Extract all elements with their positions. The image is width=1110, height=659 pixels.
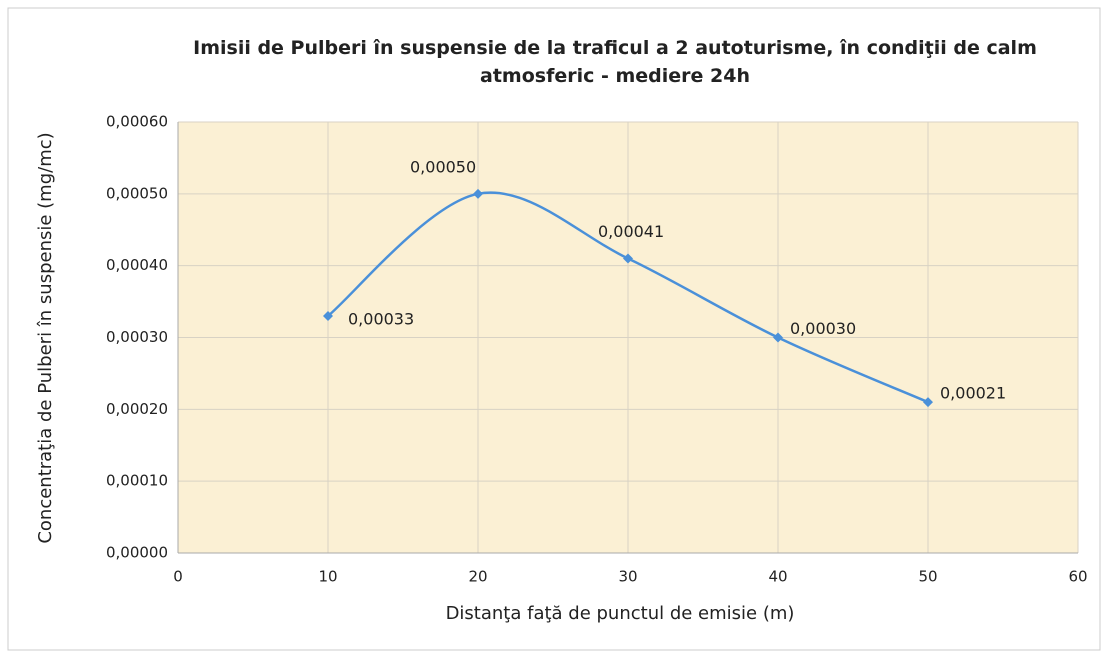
x-tick-label: 40 xyxy=(768,568,787,586)
chart-title: Imisii de Pulberi în suspensie de la tra… xyxy=(193,37,1037,87)
y-tick-label: 0,00030 xyxy=(106,328,168,346)
y-tick-label: 0,00010 xyxy=(106,472,168,490)
data-label: 0,00033 xyxy=(348,309,414,328)
data-label: 0,00050 xyxy=(410,157,476,176)
data-label: 0,00041 xyxy=(598,222,664,241)
y-tick-label: 0,00020 xyxy=(106,400,168,418)
point-marker xyxy=(773,332,783,343)
y-tick-label: 0,00000 xyxy=(106,544,168,562)
x-tick-label: 30 xyxy=(618,568,637,586)
point-marker xyxy=(473,188,483,199)
y-axis-label: Concentraţia de Pulberi în suspensie (mg… xyxy=(35,132,56,543)
y-tick-label: 0,00040 xyxy=(106,256,168,274)
data-label: 0,00030 xyxy=(790,319,856,338)
x-tick-label: 50 xyxy=(918,568,937,586)
x-tick-label: 0 xyxy=(173,568,183,586)
x-tick-label: 10 xyxy=(318,568,337,586)
data-label: 0,00021 xyxy=(940,384,1006,403)
x-tick-label: 60 xyxy=(1068,568,1087,586)
y-tick-label: 0,00060 xyxy=(106,113,168,131)
point-marker xyxy=(923,397,933,408)
y-tick-label: 0,00050 xyxy=(106,184,168,202)
point-marker xyxy=(623,253,633,264)
x-tick-label: 20 xyxy=(468,568,487,586)
x-axis-label: Distanţa faţă de punctul de emisie (m) xyxy=(446,603,795,624)
point-marker xyxy=(323,310,333,321)
